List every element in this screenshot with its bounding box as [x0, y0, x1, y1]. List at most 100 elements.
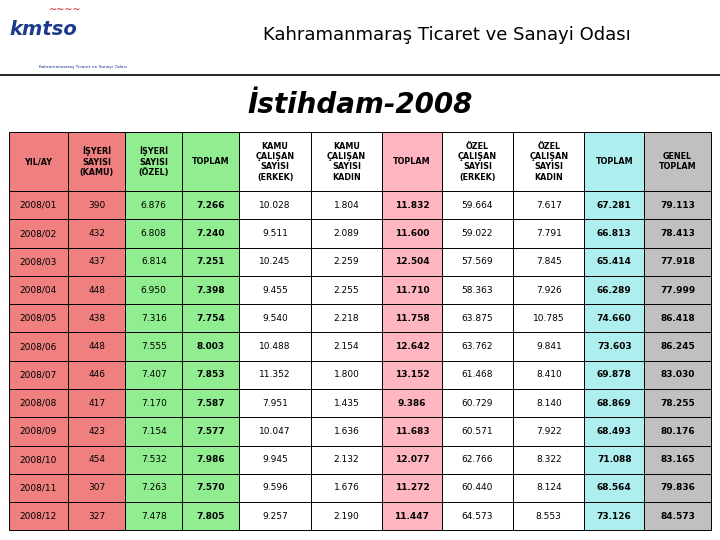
Bar: [311, 219, 382, 248]
Text: 11.447: 11.447: [395, 512, 429, 521]
Bar: [585, 191, 644, 219]
Bar: [382, 446, 441, 474]
Text: 71.088: 71.088: [597, 455, 631, 464]
Text: 7.240: 7.240: [197, 229, 225, 238]
Bar: [382, 191, 441, 219]
Text: 8.553: 8.553: [536, 512, 562, 521]
Text: 1.435: 1.435: [333, 399, 359, 408]
Text: 9.841: 9.841: [536, 342, 562, 351]
Text: 2008/07: 2008/07: [19, 370, 57, 380]
Text: İŞYERİ
SAYISI
(ÖZEL): İŞYERİ SAYISI (ÖZEL): [138, 146, 169, 177]
Text: 2.089: 2.089: [333, 229, 359, 238]
Bar: [311, 417, 382, 446]
Text: 78.255: 78.255: [660, 399, 695, 408]
Text: 2.218: 2.218: [333, 314, 359, 323]
Text: 7.555: 7.555: [141, 342, 167, 351]
Text: 2008/11: 2008/11: [19, 483, 57, 492]
Bar: [513, 132, 585, 191]
Bar: [182, 132, 240, 191]
Bar: [441, 333, 513, 361]
Text: 2008/04: 2008/04: [19, 286, 57, 295]
Bar: [513, 474, 585, 502]
Text: 9.596: 9.596: [262, 483, 288, 492]
Bar: [125, 132, 182, 191]
Bar: [68, 474, 125, 502]
Bar: [311, 132, 382, 191]
Text: 12.077: 12.077: [395, 455, 429, 464]
Text: 68.869: 68.869: [597, 399, 631, 408]
Text: 6.814: 6.814: [141, 258, 166, 266]
Bar: [68, 333, 125, 361]
Bar: [311, 389, 382, 417]
Text: Kahramanmaraş Ticaret ve Sanayi Odası: Kahramanmaraş Ticaret ve Sanayi Odası: [39, 65, 127, 69]
Bar: [513, 333, 585, 361]
Bar: [9, 333, 68, 361]
Bar: [311, 191, 382, 219]
Text: 432: 432: [88, 229, 105, 238]
Bar: [182, 474, 240, 502]
Bar: [382, 304, 441, 333]
Text: 2.259: 2.259: [333, 258, 359, 266]
Text: 1.804: 1.804: [333, 201, 359, 210]
Text: 7.617: 7.617: [536, 201, 562, 210]
Bar: [441, 304, 513, 333]
Text: 2008/01: 2008/01: [19, 201, 57, 210]
Text: 86.418: 86.418: [660, 314, 695, 323]
Text: 7.532: 7.532: [141, 455, 166, 464]
Bar: [125, 389, 182, 417]
Text: 454: 454: [88, 455, 105, 464]
Text: 8.003: 8.003: [197, 342, 225, 351]
Text: 63.875: 63.875: [462, 314, 493, 323]
Bar: [9, 191, 68, 219]
Bar: [240, 502, 311, 530]
Text: 7.986: 7.986: [197, 455, 225, 464]
Bar: [125, 502, 182, 530]
Text: 63.762: 63.762: [462, 342, 493, 351]
Text: TOPLAM: TOPLAM: [595, 157, 633, 166]
Bar: [68, 219, 125, 248]
Text: 79.836: 79.836: [660, 483, 695, 492]
Text: 9.455: 9.455: [262, 286, 288, 295]
Bar: [644, 304, 711, 333]
Text: 64.573: 64.573: [462, 512, 493, 521]
Bar: [240, 132, 311, 191]
Text: 2.154: 2.154: [333, 342, 359, 351]
Text: 7.845: 7.845: [536, 258, 562, 266]
Bar: [441, 389, 513, 417]
Bar: [311, 502, 382, 530]
Bar: [240, 446, 311, 474]
Bar: [644, 361, 711, 389]
Bar: [240, 276, 311, 304]
Bar: [9, 389, 68, 417]
Text: 437: 437: [88, 258, 105, 266]
Bar: [68, 502, 125, 530]
Bar: [585, 474, 644, 502]
Bar: [441, 361, 513, 389]
Bar: [125, 417, 182, 446]
Bar: [68, 304, 125, 333]
Bar: [585, 417, 644, 446]
Text: 11.758: 11.758: [395, 314, 429, 323]
Bar: [182, 446, 240, 474]
Text: 2008/12: 2008/12: [19, 512, 57, 521]
Bar: [68, 191, 125, 219]
Bar: [585, 219, 644, 248]
Bar: [441, 417, 513, 446]
Text: 77.918: 77.918: [660, 258, 695, 266]
Text: 7.398: 7.398: [197, 286, 225, 295]
Text: 59.022: 59.022: [462, 229, 493, 238]
Bar: [644, 333, 711, 361]
Bar: [513, 276, 585, 304]
Text: İstihdam-2008: İstihdam-2008: [247, 91, 473, 119]
Text: 2008/05: 2008/05: [19, 314, 57, 323]
Text: kmtso: kmtso: [9, 21, 77, 39]
Text: 446: 446: [88, 370, 105, 380]
Text: 9.945: 9.945: [262, 455, 288, 464]
Bar: [585, 446, 644, 474]
Text: 79.113: 79.113: [660, 201, 695, 210]
Bar: [644, 132, 711, 191]
Text: 417: 417: [88, 399, 105, 408]
Text: 2008/06: 2008/06: [19, 342, 57, 351]
Text: 2008/09: 2008/09: [19, 427, 57, 436]
Bar: [240, 417, 311, 446]
